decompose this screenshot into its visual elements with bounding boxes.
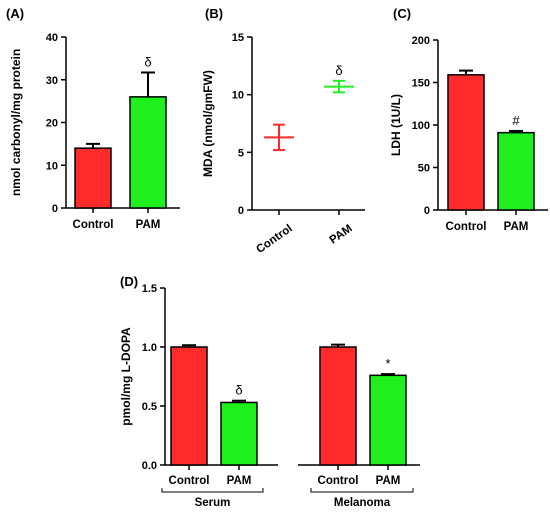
y-axis-title: LDH (1U/L)	[389, 94, 403, 156]
bar	[220, 401, 258, 466]
x-tick-label: PAM	[376, 475, 401, 487]
group-label: Melanoma	[334, 497, 391, 509]
significance-mark: *	[385, 356, 390, 371]
y-tick-label: 20	[46, 118, 58, 130]
panel-c: (C) 0 50 100 150 200 LDH (1U/L) Control # PAM	[389, 6, 548, 233]
y-tick-label: 0.0	[142, 460, 157, 472]
y-tick-label: 200	[412, 35, 430, 47]
panel-b: (B) 0 5 10 15 MDA (nmol/gmFW) Control δ PAM	[201, 6, 365, 256]
bar	[497, 131, 535, 211]
panel-label: (B)	[205, 6, 223, 21]
panel-d: (D) 0.0 0.5 1.0 1.5 pmol/mg L-DOPA Control δ PAM…	[119, 274, 420, 509]
y-tick-label: 0.5	[142, 401, 157, 413]
y-tick-label: 0	[424, 205, 430, 217]
group-bracket	[310, 488, 414, 493]
significance-mark: δ	[144, 54, 151, 69]
x-tick-label: PAM	[227, 475, 252, 487]
y-tick-label: 0	[52, 203, 58, 215]
y-tick-label: 0	[238, 205, 244, 217]
significance-mark: #	[512, 113, 520, 128]
bar	[74, 147, 112, 209]
y-tick-label: 30	[46, 75, 58, 87]
x-tick-label: Control	[169, 475, 210, 487]
y-tick-label: 10	[46, 160, 58, 172]
significance-mark: δ	[335, 63, 342, 78]
x-tick-label: Control	[318, 475, 359, 487]
x-tick-label: PAM	[136, 219, 161, 231]
y-tick-label: 1.0	[142, 342, 157, 354]
y-axis-title: pmol/mg L-DOPA	[119, 327, 133, 426]
y-tick-label: 5	[238, 147, 244, 159]
group-label: Serum	[195, 497, 231, 509]
group-bracket	[161, 488, 264, 493]
y-tick-label: 100	[412, 120, 430, 132]
bar	[129, 96, 167, 209]
y-axis-title: MDA (nmol/gmFW)	[201, 70, 215, 177]
y-tick-label: 15	[232, 32, 244, 44]
x-tick-label: PAM	[328, 223, 355, 247]
panel-label: (A)	[6, 6, 24, 21]
panel-label: (D)	[120, 274, 138, 289]
x-tick-label: Control	[73, 219, 114, 231]
y-tick-label: 40	[46, 32, 58, 44]
x-tick-label: Control	[254, 223, 294, 256]
x-tick-label: PAM	[504, 221, 529, 233]
bar	[369, 374, 407, 466]
y-tick-label: 10	[232, 90, 244, 102]
significance-mark: δ	[235, 383, 242, 398]
y-tick-label: 1.5	[142, 283, 157, 295]
x-tick-label: Control	[446, 221, 487, 233]
y-tick-label: 50	[418, 163, 430, 175]
y-axis-title: nmol carbonyl/mg protein	[9, 49, 23, 196]
panel-label: (C)	[393, 6, 411, 21]
bar	[319, 346, 357, 466]
y-tick-label: 150	[412, 78, 430, 90]
panel-a: (A) 0 10 20 30 40 nmol carbonyl/mg protein Cont…	[6, 6, 180, 231]
bar	[447, 74, 485, 211]
bar	[170, 346, 208, 466]
